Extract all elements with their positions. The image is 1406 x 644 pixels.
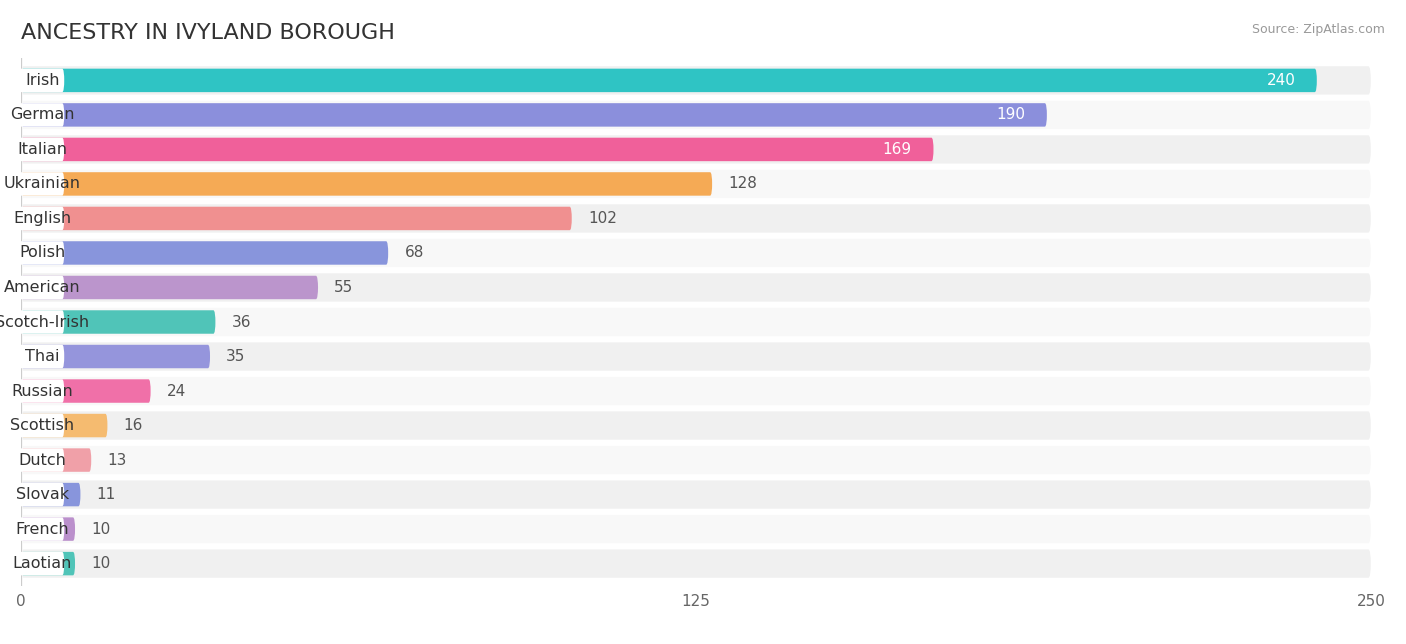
FancyBboxPatch shape bbox=[21, 414, 107, 437]
Text: 36: 36 bbox=[232, 314, 252, 330]
FancyBboxPatch shape bbox=[21, 308, 1371, 336]
FancyBboxPatch shape bbox=[21, 207, 572, 230]
Text: 10: 10 bbox=[91, 556, 111, 571]
FancyBboxPatch shape bbox=[18, 448, 65, 472]
FancyBboxPatch shape bbox=[18, 414, 65, 437]
Text: 128: 128 bbox=[728, 176, 758, 191]
FancyBboxPatch shape bbox=[21, 276, 318, 299]
Text: 11: 11 bbox=[97, 487, 115, 502]
FancyBboxPatch shape bbox=[18, 103, 65, 127]
FancyBboxPatch shape bbox=[18, 345, 65, 368]
FancyBboxPatch shape bbox=[21, 103, 1047, 127]
FancyBboxPatch shape bbox=[21, 135, 1371, 164]
FancyBboxPatch shape bbox=[21, 343, 1371, 371]
FancyBboxPatch shape bbox=[21, 239, 1371, 267]
FancyBboxPatch shape bbox=[21, 273, 1371, 301]
FancyBboxPatch shape bbox=[21, 204, 1371, 232]
FancyBboxPatch shape bbox=[21, 446, 1371, 474]
FancyBboxPatch shape bbox=[18, 207, 65, 230]
FancyBboxPatch shape bbox=[21, 448, 91, 472]
FancyBboxPatch shape bbox=[21, 170, 1371, 198]
Text: 10: 10 bbox=[91, 522, 111, 536]
FancyBboxPatch shape bbox=[21, 138, 934, 161]
Text: Russian: Russian bbox=[11, 384, 73, 399]
FancyBboxPatch shape bbox=[21, 377, 1371, 405]
Text: English: English bbox=[13, 211, 72, 226]
Text: Thai: Thai bbox=[25, 349, 59, 364]
FancyBboxPatch shape bbox=[21, 69, 1317, 92]
Text: 190: 190 bbox=[997, 108, 1025, 122]
FancyBboxPatch shape bbox=[18, 69, 65, 92]
FancyBboxPatch shape bbox=[21, 412, 1371, 440]
FancyBboxPatch shape bbox=[21, 66, 1371, 95]
FancyBboxPatch shape bbox=[21, 483, 80, 506]
Text: Slovak: Slovak bbox=[15, 487, 69, 502]
Text: 35: 35 bbox=[226, 349, 246, 364]
FancyBboxPatch shape bbox=[21, 552, 75, 575]
FancyBboxPatch shape bbox=[21, 172, 713, 196]
FancyBboxPatch shape bbox=[21, 310, 215, 334]
FancyBboxPatch shape bbox=[21, 379, 150, 402]
FancyBboxPatch shape bbox=[21, 480, 1371, 509]
FancyBboxPatch shape bbox=[18, 242, 65, 265]
Text: American: American bbox=[4, 280, 80, 295]
FancyBboxPatch shape bbox=[18, 517, 65, 541]
Text: Laotian: Laotian bbox=[13, 556, 72, 571]
Text: ANCESTRY IN IVYLAND BOROUGH: ANCESTRY IN IVYLAND BOROUGH bbox=[21, 23, 395, 43]
Text: German: German bbox=[10, 108, 75, 122]
Text: Source: ZipAtlas.com: Source: ZipAtlas.com bbox=[1251, 23, 1385, 35]
Text: 169: 169 bbox=[883, 142, 912, 157]
FancyBboxPatch shape bbox=[21, 100, 1371, 129]
FancyBboxPatch shape bbox=[21, 517, 75, 541]
Text: 16: 16 bbox=[124, 418, 143, 433]
Text: 24: 24 bbox=[167, 384, 186, 399]
FancyBboxPatch shape bbox=[18, 276, 65, 299]
Text: Italian: Italian bbox=[17, 142, 67, 157]
Text: 55: 55 bbox=[335, 280, 353, 295]
FancyBboxPatch shape bbox=[18, 172, 65, 196]
Text: Polish: Polish bbox=[20, 245, 66, 260]
Text: French: French bbox=[15, 522, 69, 536]
FancyBboxPatch shape bbox=[18, 138, 65, 161]
Text: 240: 240 bbox=[1267, 73, 1295, 88]
Text: Scotch-Irish: Scotch-Irish bbox=[0, 314, 90, 330]
FancyBboxPatch shape bbox=[18, 310, 65, 334]
Text: 102: 102 bbox=[588, 211, 617, 226]
Text: Scottish: Scottish bbox=[10, 418, 75, 433]
FancyBboxPatch shape bbox=[18, 379, 65, 402]
FancyBboxPatch shape bbox=[21, 345, 209, 368]
Text: Dutch: Dutch bbox=[18, 453, 66, 468]
FancyBboxPatch shape bbox=[18, 552, 65, 575]
Text: 68: 68 bbox=[405, 245, 423, 260]
FancyBboxPatch shape bbox=[18, 483, 65, 506]
Text: Irish: Irish bbox=[25, 73, 59, 88]
FancyBboxPatch shape bbox=[21, 242, 388, 265]
FancyBboxPatch shape bbox=[21, 549, 1371, 578]
Text: 13: 13 bbox=[107, 453, 127, 468]
FancyBboxPatch shape bbox=[21, 515, 1371, 544]
Text: Ukrainian: Ukrainian bbox=[4, 176, 82, 191]
